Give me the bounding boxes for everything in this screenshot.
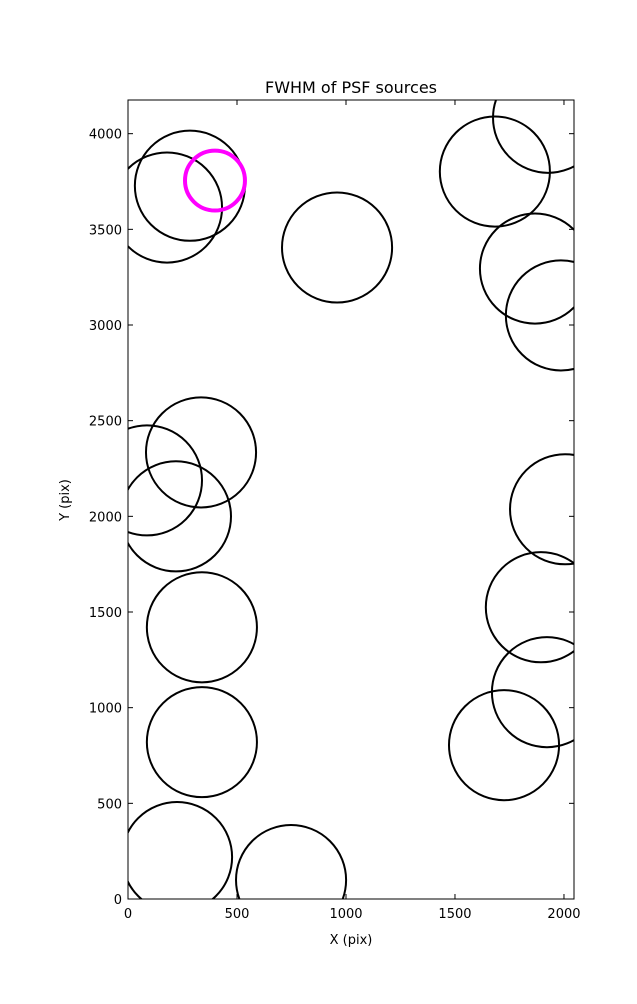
marker: [281, 191, 394, 304]
marker: [128, 801, 234, 899]
y-tick-label: 500: [97, 797, 122, 812]
marker: [492, 100, 574, 174]
marker: [484, 551, 574, 664]
y-tick-label: 1000: [89, 702, 122, 717]
y-tick-label: 3000: [89, 319, 122, 334]
x-axis-label: X (pix): [330, 933, 373, 948]
marker: [504, 259, 574, 372]
plot-area: [128, 100, 574, 899]
chart-title: FWHM of PSF sources: [265, 78, 437, 97]
marker: [128, 151, 224, 264]
marker: [145, 686, 258, 799]
x-tick-label: 500: [225, 907, 250, 922]
y-tick-label: 2500: [89, 415, 122, 430]
marker: [128, 460, 232, 573]
x-tick-label: 0: [124, 907, 132, 922]
marker: [235, 824, 348, 899]
y-tick-label: 0: [114, 893, 122, 908]
marker: [478, 212, 574, 325]
marker: [447, 689, 561, 802]
marker: [183, 148, 247, 213]
marker: [128, 424, 203, 537]
x-tick-label: 1000: [329, 907, 362, 922]
marker: [438, 115, 551, 228]
marker: [144, 396, 258, 509]
marker: [509, 453, 574, 566]
x-tick-label: 2000: [547, 907, 580, 922]
y-tick-label: 2000: [89, 510, 122, 525]
y-tick-label: 3500: [89, 223, 122, 238]
axes-frame: [127, 99, 575, 900]
y-tick-label: 4000: [89, 128, 122, 143]
marker: [145, 571, 258, 684]
x-tick-label: 1500: [438, 907, 471, 922]
y-tick-label: 1500: [89, 606, 122, 621]
y-axis-label: Y (pix): [58, 479, 73, 522]
